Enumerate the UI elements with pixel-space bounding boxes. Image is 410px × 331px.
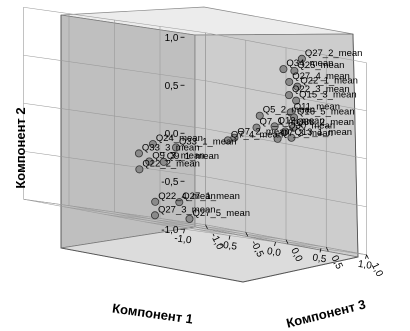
data-point [285, 77, 294, 86]
data-point [270, 122, 279, 131]
x-tick-mark [228, 235, 231, 240]
data-point [289, 123, 298, 132]
data-point [223, 136, 232, 145]
point-label: Q7_4_mean [231, 129, 283, 140]
data-point [135, 165, 144, 174]
point-label: Q34_mean [286, 58, 333, 69]
z-tick-mark [285, 239, 289, 244]
point-label: Q9_3_mean [152, 150, 204, 161]
z-tick-label: 1,0 [369, 261, 385, 279]
z-tick-mark [366, 254, 369, 259]
x-tick-mark [319, 248, 322, 253]
point-label: Q22_1_mean [300, 76, 358, 87]
point-label: Q22_2_mean [142, 158, 200, 169]
point-label: Q30_mean [288, 120, 335, 131]
data-point [252, 123, 261, 132]
point-label: Q9_1_mean [167, 151, 219, 162]
z-tick-mark [325, 247, 329, 252]
data-point [293, 82, 302, 91]
data-point [145, 157, 154, 166]
x-tick-mark [274, 241, 276, 247]
data-point [148, 140, 157, 149]
y-tick-label: -1,0 [161, 225, 179, 236]
y-tick-label: 1,0 [165, 33, 179, 44]
point-label: Q24_mean [156, 133, 203, 144]
point-label: Q27_4_mean [292, 71, 350, 82]
z-tick-mark [245, 232, 249, 237]
point-label: Q7_1_mean [260, 117, 312, 128]
x-axis-title: Компонент 1 [111, 300, 194, 326]
point-label: Q33_2_mean [296, 117, 354, 128]
data-point [185, 214, 194, 223]
grid-line [23, 6, 206, 34]
point-label: Q16_5_mean [297, 106, 355, 117]
point-label: Q12_mean [278, 115, 325, 126]
data-point [290, 66, 299, 75]
data-point [159, 157, 168, 166]
data-point [151, 197, 160, 206]
point-label: Q15_3_mean [299, 90, 357, 101]
data-point [134, 149, 143, 158]
data-point [285, 91, 294, 100]
point-layer: Q27_2_meanQ34_meanQ25_meanQ27_4_meanQ22_… [134, 48, 363, 223]
y-tick-label: 0,0 [165, 129, 179, 140]
x-tick-mark [183, 229, 185, 234]
grid-line [103, 213, 287, 241]
z-axis-title: Компонент 3 [285, 297, 367, 331]
point-label: Q27_3_mean [158, 204, 216, 215]
x-tick-label: 0,5 [312, 252, 328, 265]
y-tick-label: -0,5 [161, 177, 179, 188]
x-tick-label: -0,5 [219, 240, 238, 253]
point-label: Q13_1_mean [294, 127, 352, 138]
point-label: Q27_5_mean [193, 208, 251, 219]
point-label: Q22_4_mean [158, 191, 216, 202]
data-point [297, 54, 306, 63]
data-point [279, 65, 288, 74]
point-label: Q27_2_mean [305, 48, 363, 59]
data-point [290, 113, 299, 122]
data-point [281, 127, 290, 136]
front-frame [60, 15, 359, 283]
data-point [175, 198, 184, 207]
y-tick-label: 0,5 [165, 81, 179, 92]
data-point [255, 111, 264, 120]
point-label: Q33_1_mean [179, 137, 237, 148]
point-label: Q7_2_mean [237, 127, 289, 138]
data-point [273, 134, 282, 143]
x-tick-label: -1,0 [174, 233, 193, 246]
grid-line [159, 218, 322, 249]
tick-layer: 1,00,50,0-0,5-1,0-1,0 -0,5 0,0 0,5 1,01,00,5… [161, 33, 385, 279]
grid-line [144, 221, 327, 248]
x-tick-label: 1,0 [357, 259, 373, 272]
point-label: Q25_mean [297, 60, 344, 71]
point-label: Q27_1_mean [182, 191, 240, 202]
data-point [292, 96, 301, 105]
z-tick-mark [205, 224, 208, 229]
data-point [287, 133, 296, 142]
x-tick-mark [365, 254, 367, 259]
x-tick-label: 0,0 [266, 246, 282, 259]
grid-line [23, 54, 206, 82]
data-point [171, 143, 180, 152]
point-label: Q22_3_mean [292, 84, 350, 95]
data-point [150, 211, 159, 220]
y-axis-title: Компонент 2 [13, 107, 28, 188]
point-label: Q33_3_mean [142, 142, 200, 153]
point-label: Q5_2_mean [263, 105, 315, 116]
grid-line [205, 32, 367, 64]
point-label: Q7_3_mean [281, 128, 333, 139]
point-label: Q11_mean [294, 101, 340, 112]
